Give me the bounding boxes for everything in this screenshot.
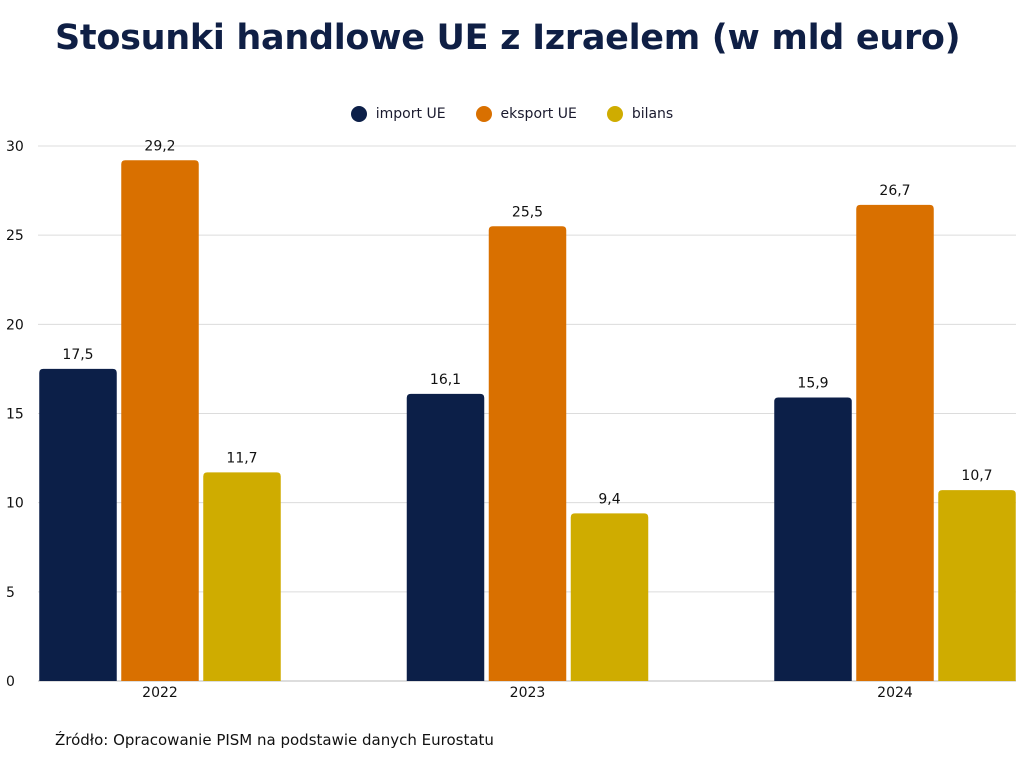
legend-item: import UE bbox=[350, 106, 446, 122]
bar-import-ue-2024 bbox=[774, 397, 852, 681]
data-label: 9,4 bbox=[598, 491, 620, 507]
data-label: 10,7 bbox=[961, 468, 992, 484]
y-tick-label: 5 bbox=[6, 585, 15, 601]
x-tick-label: 2024 bbox=[877, 685, 913, 701]
y-tick-label: 25 bbox=[6, 228, 24, 244]
y-tick-label: 30 bbox=[6, 139, 24, 155]
bar-eksport-ue-2023 bbox=[488, 226, 567, 681]
bar-bilans-2022 bbox=[203, 472, 281, 681]
bar-bilans-2023 bbox=[570, 513, 649, 681]
legend-marker bbox=[350, 106, 367, 122]
y-tick-label: 0 bbox=[6, 674, 15, 690]
legend-item: eksport UE bbox=[475, 106, 577, 122]
legend-marker bbox=[606, 106, 623, 122]
bar-eksport-ue-2024 bbox=[856, 204, 934, 681]
data-label: 15,9 bbox=[797, 375, 828, 391]
x-tick-label: 2023 bbox=[510, 685, 546, 701]
legend-item: bilans bbox=[606, 106, 674, 122]
x-tick-label: 2022 bbox=[142, 685, 178, 701]
legend-label: bilans bbox=[631, 106, 674, 122]
legend-label: import UE bbox=[375, 106, 446, 122]
data-label: 26,7 bbox=[879, 183, 910, 199]
legend-marker bbox=[475, 106, 492, 122]
bar-eksport-ue-2022 bbox=[121, 160, 199, 681]
data-label: 29,2 bbox=[144, 138, 175, 154]
data-label: 25,5 bbox=[512, 204, 543, 220]
bar-import-ue-2022 bbox=[39, 368, 117, 681]
legend: import UE eksport UE bilans bbox=[0, 106, 1024, 122]
y-tick-label: 15 bbox=[6, 407, 24, 423]
y-tick-label: 20 bbox=[6, 317, 24, 333]
source-note: Źródło: Opracowanie PISM na podstawie da… bbox=[55, 731, 494, 749]
bar-bilans-2024 bbox=[938, 490, 1016, 681]
data-label: 17,5 bbox=[62, 347, 93, 363]
legend-label: eksport UE bbox=[500, 106, 577, 122]
bar-import-ue-2023 bbox=[406, 393, 485, 681]
data-label: 11,7 bbox=[226, 450, 257, 466]
chart-title: Stosunki handlowe UE z Izraelem (w mld e… bbox=[55, 18, 961, 58]
y-tick-label: 10 bbox=[6, 496, 24, 512]
data-label: 16,1 bbox=[430, 372, 461, 388]
